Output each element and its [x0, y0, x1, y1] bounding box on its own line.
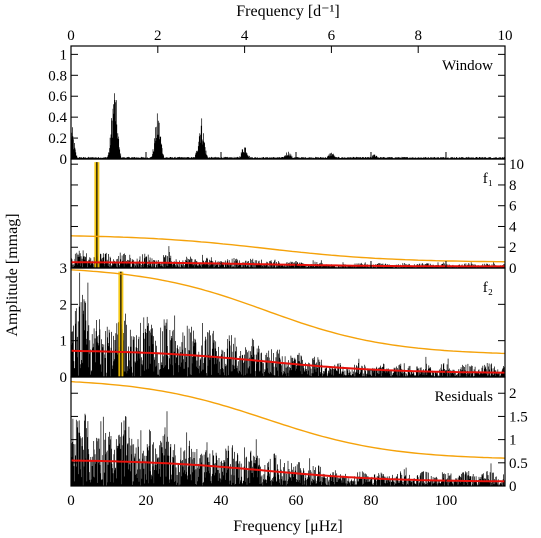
panel-4-noise-curve [71, 459, 505, 483]
bottom-axis-tick-label: 80 [363, 493, 378, 509]
panel-3-ytick-label: 3 [60, 261, 68, 277]
panel-1-label: Window [442, 58, 493, 74]
top-axis-title: Frequency [d⁻¹] [236, 3, 339, 20]
panel-3: 0 1 2 3 f₂ [60, 261, 506, 386]
bottom-axis-title: Frequency [μHz] [233, 518, 342, 535]
panel-4-ytick-label: 2 [509, 386, 517, 402]
panel-4-ytick-label: 0.5 [509, 456, 528, 472]
top-axis-tick-label: 0 [67, 28, 75, 44]
panel-3-ytick-label: 2 [60, 297, 68, 313]
panel-1-ytick-label: 0.6 [48, 89, 67, 105]
panel-1: 0 0.2 0.4 0.6 0.8 1 Window [48, 45, 506, 168]
panel-3-noise-curve [71, 349, 505, 374]
panel-3-threshold-curve [71, 269, 505, 355]
top-axis-tick-label: 4 [241, 28, 249, 44]
bottom-axis-tick-label: 0 [67, 493, 75, 509]
panel-3-ytick-label: 1 [60, 334, 68, 350]
panel-1-spectrum [71, 93, 505, 159]
panel-2-noise-curve [71, 261, 505, 268]
panel-2: 0 2 4 6 8 10 f₁ [70, 157, 524, 277]
panel-4-ytick-label: 1.5 [509, 409, 528, 425]
bottom-axis-tick-label: 60 [288, 493, 303, 509]
panel-2-threshold-curve [71, 235, 505, 263]
panel-2-ytick-label: 10 [509, 157, 524, 173]
panel-1-ytick-label: 0.2 [48, 131, 67, 147]
panels-group: 0 0.2 0.4 0.6 0.8 1 Window 0 2 4 6 8 10 f₁ 0 1 2 3 f₂ 0 0.5 1… [48, 45, 528, 495]
top-axis-tick-label: 6 [328, 28, 336, 44]
panel-1-ytick-label: 0.8 [48, 68, 67, 84]
panel-4-spectrum [71, 411, 505, 486]
top-axis-tick-label: 10 [498, 28, 513, 44]
panel-1-ytick-label: 1 [60, 47, 68, 63]
panel-2-ytick-label: 0 [509, 261, 517, 277]
bottom-axis-tick-label: 20 [138, 493, 153, 509]
panel-4-label: Residuals [435, 389, 493, 405]
panel-1-ytick-label: 0 [60, 152, 68, 168]
panel-3-ytick-label: 0 [60, 370, 68, 386]
panel-1-ytick-label: 0.4 [48, 110, 67, 126]
panel-3-label: f₂ [483, 280, 493, 296]
panel-2-ytick-label: 2 [509, 240, 517, 256]
panel-1-frame [70, 45, 506, 160]
top-axis-tick-label: 2 [154, 28, 162, 44]
panel-3-spectrum [71, 272, 505, 377]
panel-4-threshold-curve [71, 380, 505, 459]
panel-2-plot [71, 162, 505, 268]
panel-4-ytick-label: 1 [509, 433, 517, 449]
top-axis-tick-label: 8 [414, 28, 422, 44]
x-axes-group: 0 2 4 6 8 100 20 40 60 80 100 [67, 28, 512, 509]
panel-2-ytick-label: 8 [509, 178, 517, 194]
panel-1-plot [71, 93, 505, 159]
panel-4: 0 0.5 1 1.5 2 Residuals [70, 376, 528, 495]
bottom-axis-tick-label: 100 [435, 493, 458, 509]
panel-2-ytick-label: 4 [509, 219, 517, 235]
panel-2-frame [70, 158, 506, 269]
panel-2-ytick-label: 6 [509, 199, 517, 215]
panel-4-plot [71, 380, 505, 486]
panel-4-ytick-label: 0 [509, 479, 517, 495]
y-axis-title: Amplitude [mmag] [4, 213, 21, 336]
panel-2-label: f₁ [483, 171, 493, 187]
panel-3-plot [71, 269, 505, 377]
bottom-axis-tick-label: 40 [213, 493, 228, 509]
panel-4-frame [70, 376, 506, 487]
